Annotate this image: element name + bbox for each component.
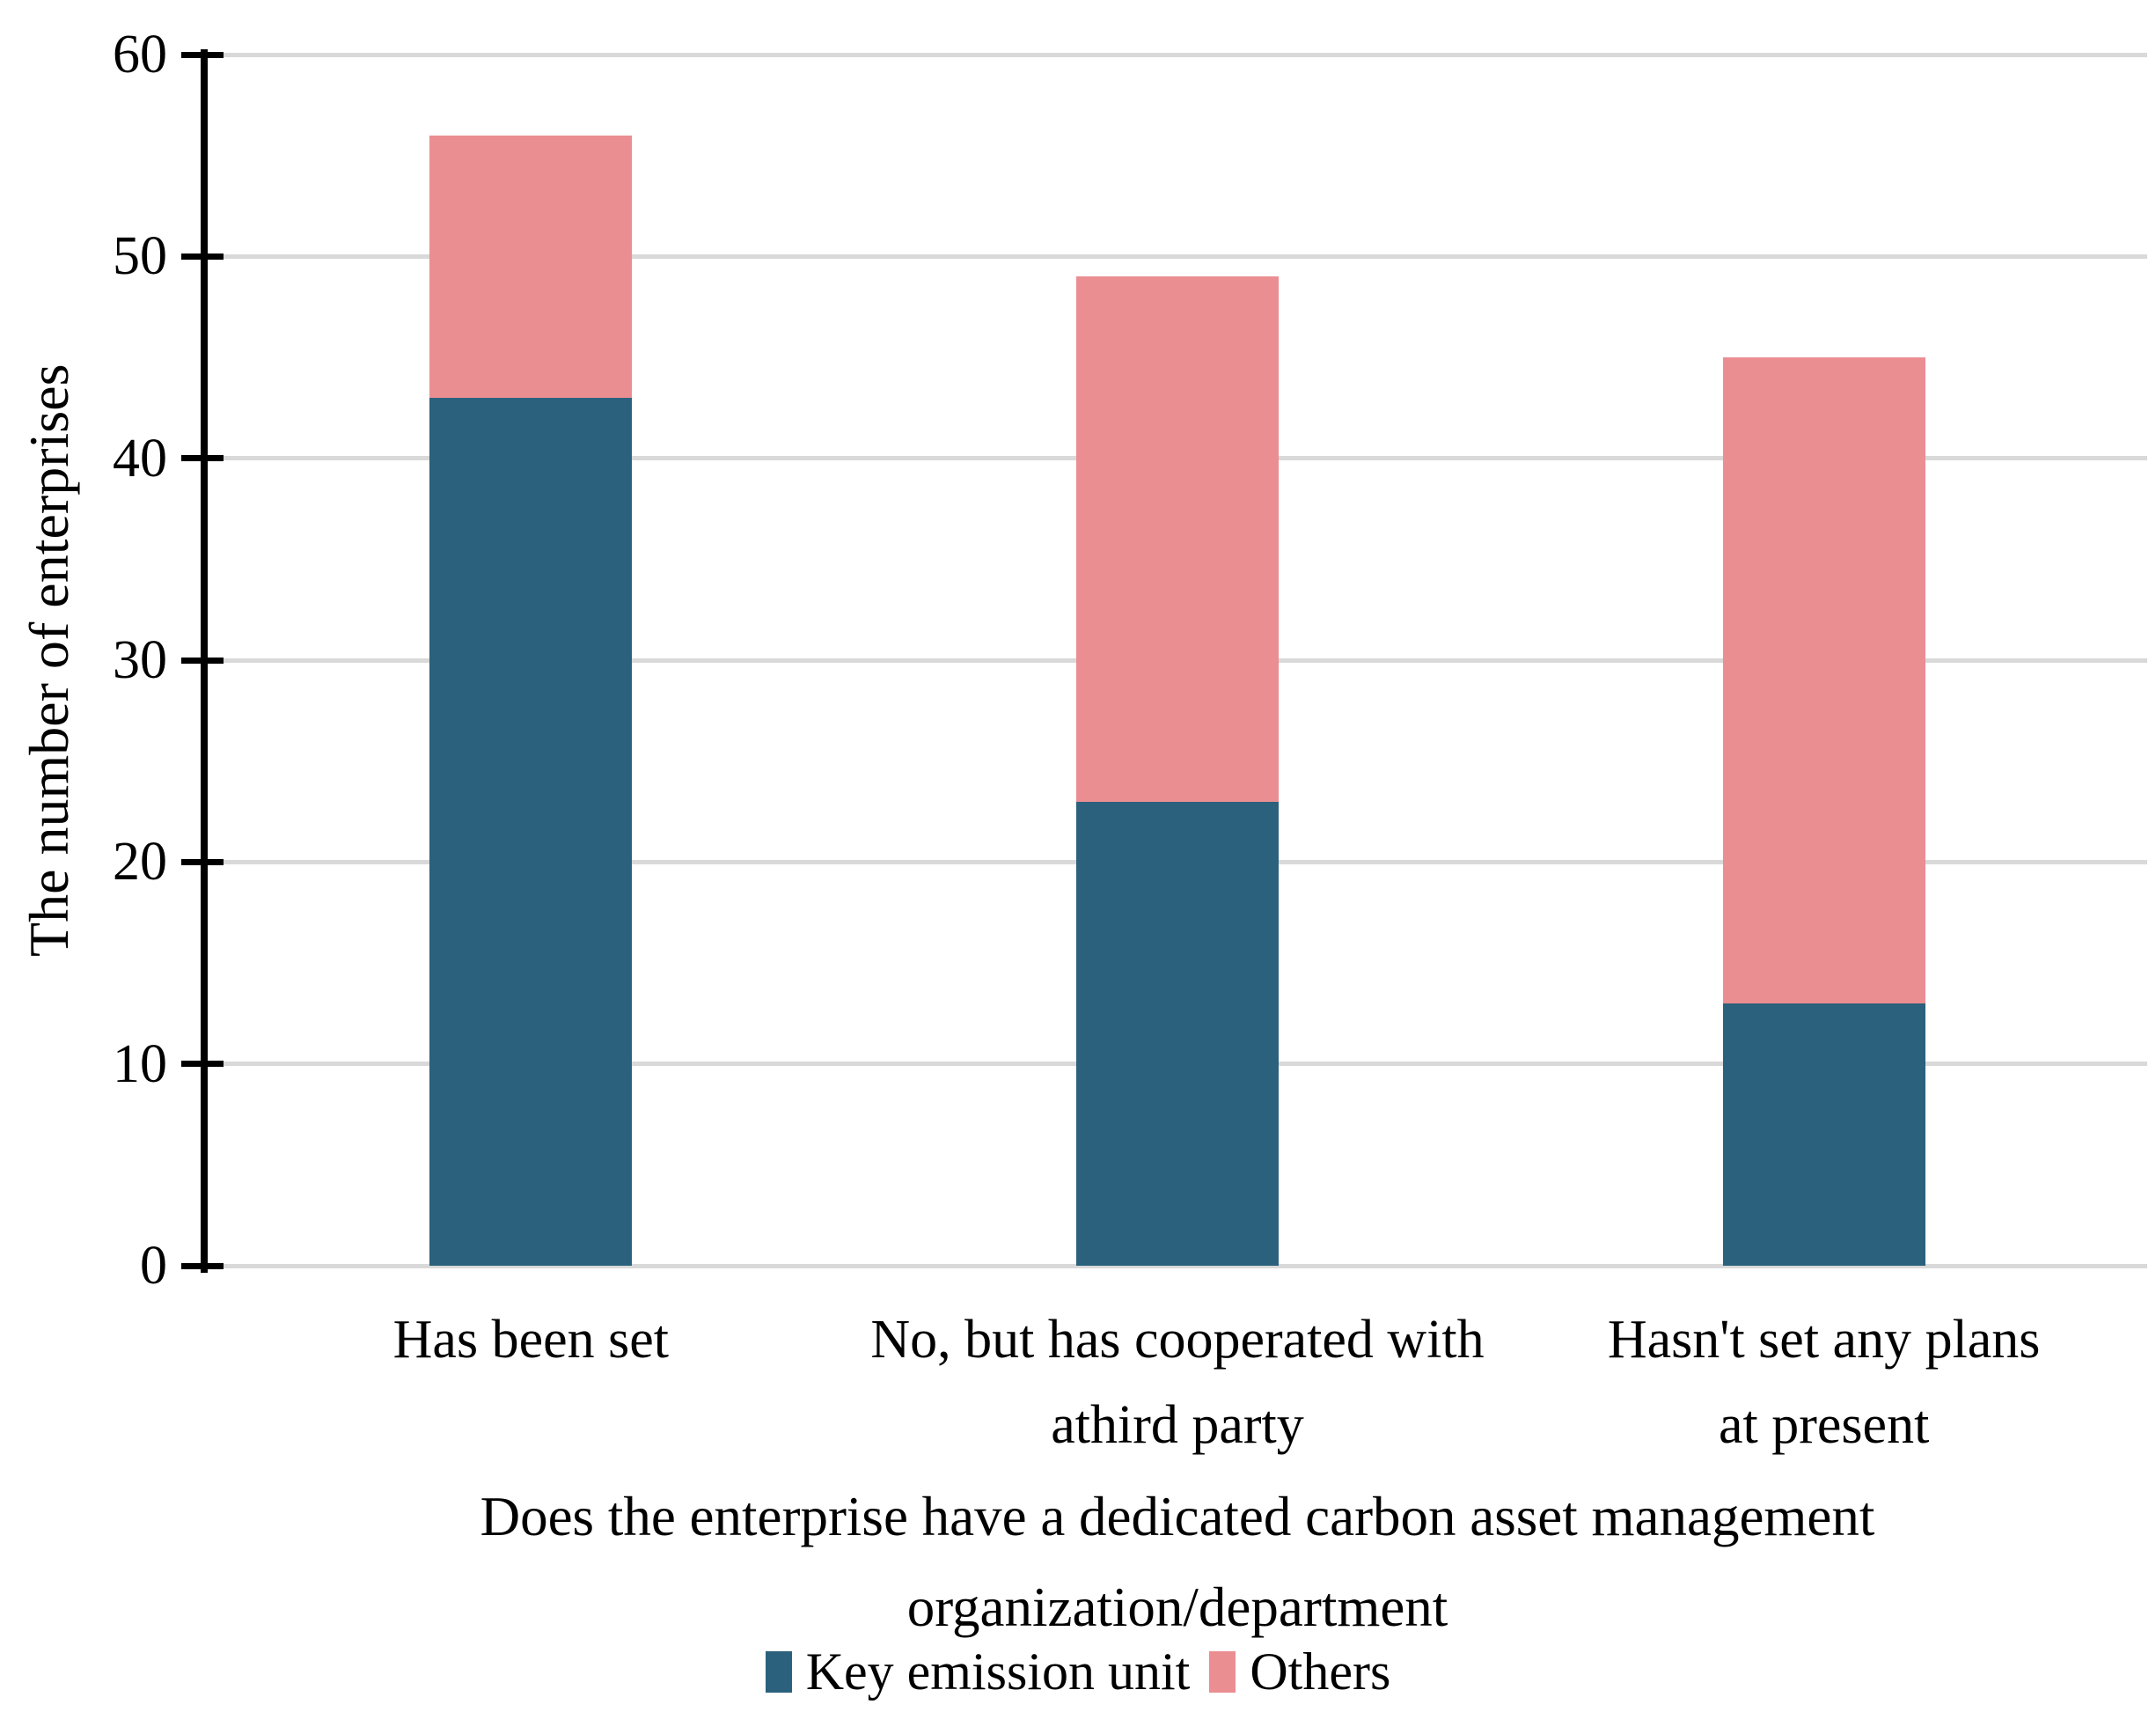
y-axis-tick-label: 0 [140,1236,167,1296]
y-axis-tick [181,51,224,58]
gridline [208,253,2147,259]
y-axis-tick-label: 40 [113,428,167,489]
bar-segment [1722,357,1925,1003]
bar-segment [1076,276,1279,802]
gridline [208,1263,2147,1268]
legend-item: Key emission unit [765,1642,1191,1701]
bar-segment [429,397,633,1266]
x-category-label: No, but has cooperated with athird party [870,1310,1485,1455]
x-axis-title-line-1: Does the enterprise have a dedicated car… [480,1486,1875,1547]
y-axis-tick [181,858,224,865]
y-axis-tick [181,1262,224,1269]
y-axis-tick-label: 20 [113,832,167,893]
bar-segment [1722,1003,1925,1266]
legend-label: Others [1250,1642,1391,1701]
y-axis-tick-label: 10 [113,1033,167,1094]
legend-label: Key emission unit [805,1642,1191,1701]
x-axis-title-line-2: organization/department [906,1576,1448,1638]
bar-segment [1076,801,1279,1266]
legend-swatch [765,1650,792,1693]
x-category-label: Has been set [392,1310,669,1370]
legend: Key emission unit Others [0,1641,2156,1702]
plot-area [208,52,2147,1268]
bar-segment [429,135,633,398]
y-axis-tick-label: 30 [113,630,167,690]
y-axis-tick [181,455,224,462]
y-axis-tick-label: 60 [113,25,167,84]
legend-swatch [1209,1650,1236,1693]
legend-item: Others [1209,1645,1390,1698]
gridline [208,52,2147,57]
x-category-label: Hasn't set any plans at present [1607,1310,2041,1455]
y-axis-tick [181,1061,224,1068]
y-axis-tick [181,253,224,260]
x-axis-title: Does the enterprise have a dedicated car… [208,1472,2147,1653]
y-axis-tick [181,657,224,664]
y-axis-tick-label: 50 [113,226,167,287]
